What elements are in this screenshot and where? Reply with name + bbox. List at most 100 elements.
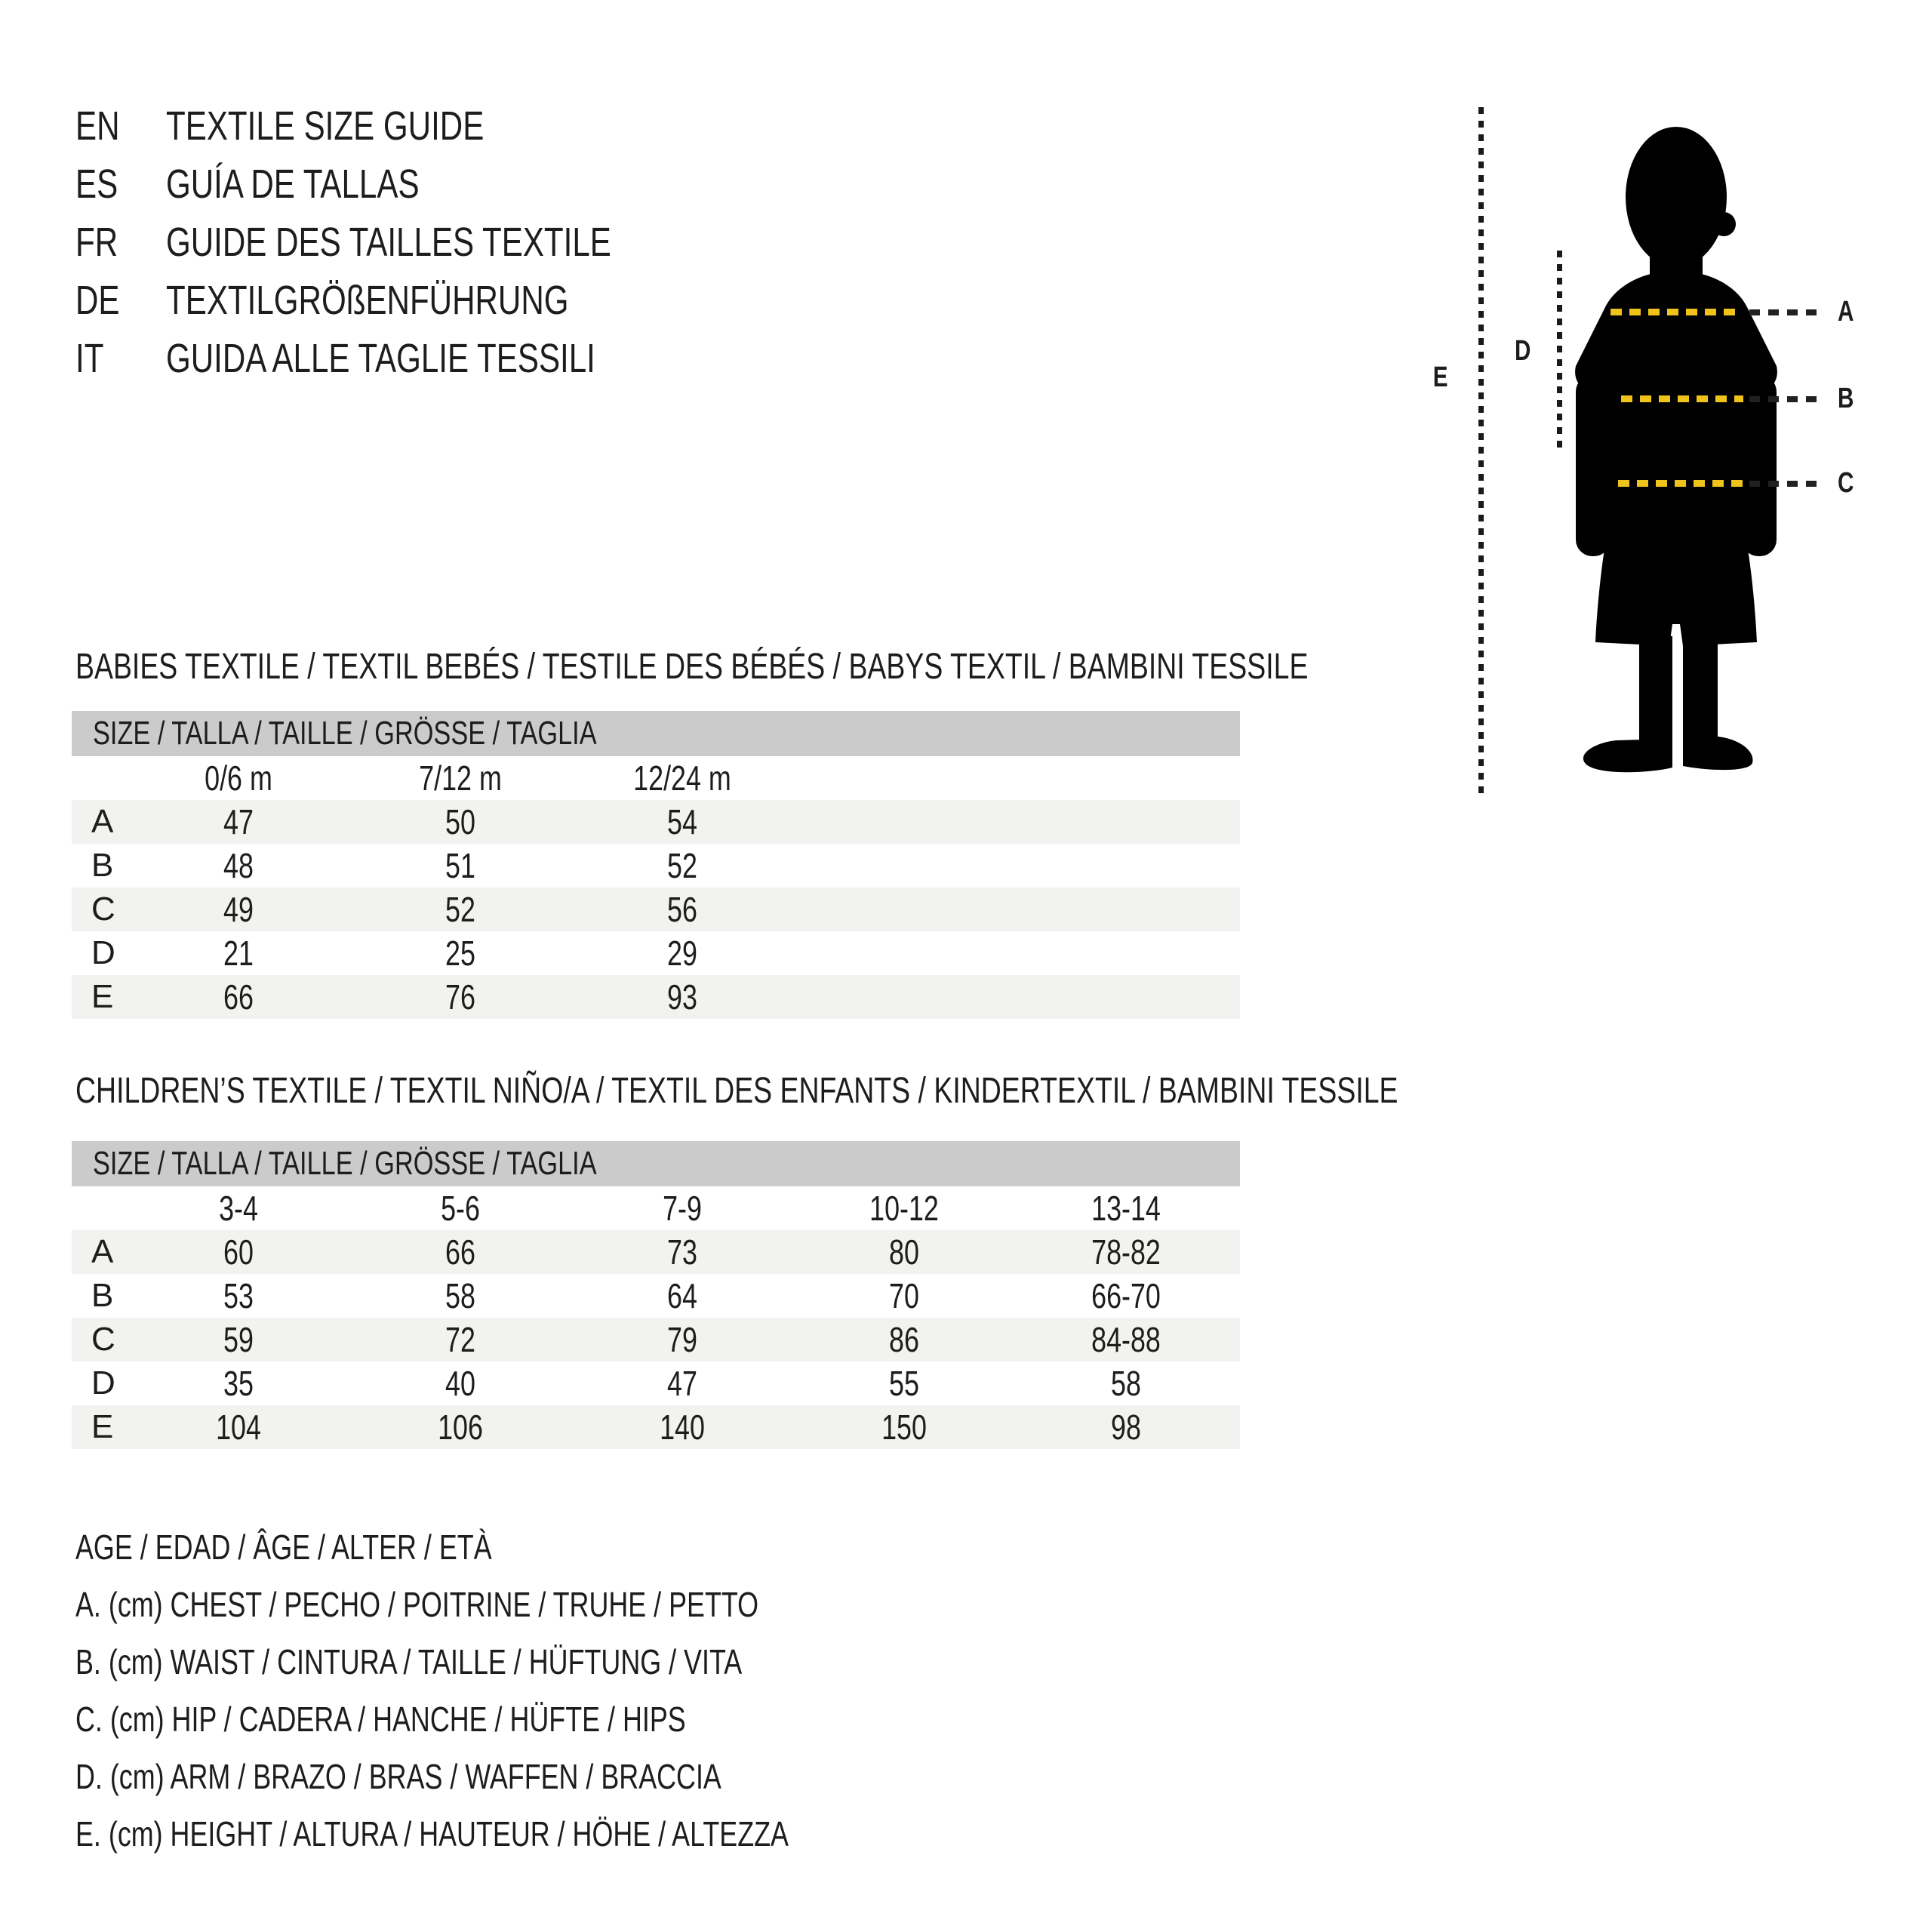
table-cell: 73 [667, 1232, 697, 1272]
language-code: IT [75, 336, 104, 381]
table-cell: 35 [223, 1364, 254, 1403]
children-size-header-bar: SIZE / TALLA / TAILLE / GRÖSSE / TAGLIA [72, 1141, 1240, 1186]
table-row: C 59 72 79 86 84-88 [72, 1318, 1240, 1361]
hip-line-c-dash [1749, 481, 1822, 487]
guide-title: TEXTILE SIZE GUIDE [166, 103, 485, 149]
table-row: B 48 51 52 [72, 844, 1240, 888]
column-header: 13-14 [1091, 1189, 1161, 1228]
language-row: DE TEXTILGRÖßENFÜHRUNG [75, 272, 737, 330]
table-row: D 35 40 47 55 58 [72, 1361, 1240, 1405]
row-label: A [91, 803, 114, 840]
corner-cell [72, 1186, 128, 1230]
column-header: 10-12 [869, 1189, 939, 1228]
figure-label-a: A [1838, 296, 1854, 328]
children-section-heading: CHILDREN’S TEXTILE / TEXTIL NIÑO/A / TEX… [75, 1071, 1398, 1111]
hip-line-c-yellow [1618, 480, 1745, 487]
child-silhouette-icon [1575, 127, 1777, 773]
table-cell: 66 [445, 1232, 475, 1272]
row-label: E [91, 1408, 114, 1445]
table-cell: 54 [667, 802, 697, 841]
row-label: E [91, 978, 114, 1015]
children-size-table: SIZE / TALLA / TAILLE / GRÖSSE / TAGLIA … [72, 1141, 1240, 1449]
table-cell: 76 [445, 977, 475, 1017]
table-cell: 21 [223, 934, 254, 973]
babies-column-header-row: 0/6 m 7/12 m 12/24 m [72, 756, 1240, 800]
corner-cell [72, 756, 128, 800]
language-header: EN TEXTILE SIZE GUIDE ES GUÍA DE TALLAS … [75, 97, 737, 388]
column-header: 7/12 m [419, 758, 502, 798]
column-header: 3-4 [219, 1189, 258, 1228]
babies-section-heading: BABIES TEXTILE / TEXTIL BEBÉS / TESTILE … [75, 647, 1309, 687]
measurement-legend: AGE / EDAD / ÂGE / ALTER / ETÀ A. (cm) C… [75, 1518, 990, 1863]
table-cell: 47 [223, 802, 254, 841]
table-cell: 51 [445, 846, 475, 885]
table-cell: 104 [216, 1407, 261, 1447]
legend-line-arm: D. (cm) ARM / BRAZO / BRAS / WAFFEN / BR… [75, 1757, 721, 1796]
figure-label-e: E [1432, 361, 1448, 393]
row-label: D [91, 934, 115, 971]
language-code: ES [75, 162, 118, 207]
table-cell: 70 [889, 1276, 919, 1315]
table-cell: 59 [223, 1320, 254, 1359]
table-row: A 60 66 73 80 78-82 [72, 1230, 1240, 1274]
table-cell: 55 [889, 1364, 919, 1403]
guide-title: GUÍA DE TALLAS [166, 162, 420, 207]
waist-line-b-dash [1749, 396, 1822, 402]
table-cell: 66-70 [1091, 1276, 1161, 1315]
table-cell: 86 [889, 1320, 919, 1359]
table-row: A 47 50 54 [72, 800, 1240, 844]
table-cell: 72 [445, 1320, 475, 1359]
table-cell: 98 [1111, 1407, 1141, 1447]
table-row: C 49 52 56 [72, 888, 1240, 931]
table-cell: 47 [667, 1364, 697, 1403]
row-label: C [91, 891, 115, 928]
legend-line-height: E. (cm) HEIGHT / ALTURA / HAUTEUR / HÖHE… [75, 1814, 789, 1854]
table-cell: 79 [667, 1320, 697, 1359]
table-cell: 49 [223, 890, 254, 929]
table-row: E 104 106 140 150 98 [72, 1405, 1240, 1449]
babies-size-header-bar: SIZE / TALLA / TAILLE / GRÖSSE / TAGLIA [72, 711, 1240, 756]
language-code: DE [75, 278, 120, 323]
table-cell: 58 [445, 1276, 475, 1315]
language-code: FR [75, 220, 118, 265]
table-cell: 60 [223, 1232, 254, 1272]
waist-line-b-yellow [1621, 395, 1743, 402]
table-cell: 58 [1111, 1364, 1141, 1403]
legend-line-age: AGE / EDAD / ÂGE / ALTER / ETÀ [75, 1527, 492, 1567]
table-cell: 40 [445, 1364, 475, 1403]
children-column-header-row: 3-4 5-6 7-9 10-12 13-14 [72, 1186, 1240, 1230]
arm-measure-line-d [1557, 251, 1562, 453]
table-cell: 93 [667, 977, 697, 1017]
table-row: D 21 25 29 [72, 931, 1240, 975]
table-cell: 56 [667, 890, 697, 929]
guide-title: GUIDE DES TAILLES TEXTILE [166, 220, 611, 265]
row-label: D [91, 1364, 115, 1401]
guide-title: GUIDA ALLE TAGLIE TESSILI [166, 336, 595, 381]
column-header: 7-9 [663, 1189, 702, 1228]
language-code: EN [75, 103, 120, 149]
table-cell: 150 [881, 1407, 927, 1447]
table-cell: 64 [667, 1276, 697, 1315]
table-cell: 84-88 [1091, 1320, 1161, 1359]
row-label: B [91, 847, 114, 884]
language-row: IT GUIDA ALLE TAGLIE TESSILI [75, 330, 737, 388]
row-label: A [91, 1233, 114, 1270]
size-header-label: SIZE / TALLA / TAILLE / GRÖSSE / TAGLIA [93, 1145, 597, 1182]
table-cell: 29 [667, 934, 697, 973]
column-header: 12/24 m [633, 758, 731, 798]
table-cell: 106 [438, 1407, 483, 1447]
table-cell: 52 [667, 846, 697, 885]
guide-title: TEXTILGRÖßENFÜHRUNG [166, 278, 569, 323]
figure-label-b: B [1838, 383, 1854, 414]
column-header: 5-6 [441, 1189, 480, 1228]
legend-line-chest: A. (cm) CHEST / PECHO / POITRINE / TRUHE… [75, 1585, 759, 1624]
chest-line-a-dash [1749, 309, 1822, 315]
table-row: B 53 58 64 70 66-70 [72, 1274, 1240, 1318]
height-measure-line-e [1478, 107, 1484, 794]
legend-line-hip: C. (cm) HIP / CADERA / HANCHE / HÜFTE / … [75, 1700, 686, 1739]
figure-label-c: C [1838, 467, 1854, 499]
table-cell: 50 [445, 802, 475, 841]
language-row: EN TEXTILE SIZE GUIDE [75, 97, 737, 155]
table-cell: 66 [223, 977, 254, 1017]
table-cell: 48 [223, 846, 254, 885]
